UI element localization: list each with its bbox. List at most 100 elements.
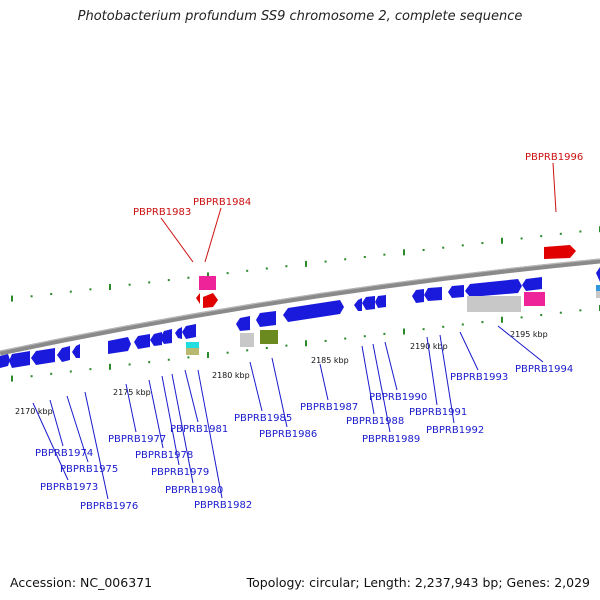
gene-arrow[interactable] <box>375 295 386 308</box>
gene-label[interactable]: PBPRB1974 <box>35 448 93 459</box>
callout-line <box>319 363 329 401</box>
callout-line <box>249 361 263 412</box>
tick-mark <box>89 368 92 371</box>
gene-arrow[interactable] <box>236 316 250 331</box>
callout-line <box>426 336 438 406</box>
gene-grey[interactable] <box>240 333 254 347</box>
gene-arrow[interactable] <box>354 298 362 311</box>
tick-mark <box>383 332 386 335</box>
gene-arrow[interactable] <box>0 354 10 368</box>
tick-label: 2185 kbp <box>311 356 349 365</box>
gene-arrow[interactable] <box>108 337 131 354</box>
tick-mark <box>69 290 72 293</box>
lower-tick-track <box>11 305 600 382</box>
gene-arrow-red[interactable] <box>203 293 218 308</box>
tick-mark <box>422 249 425 252</box>
tick-mark <box>246 349 249 352</box>
gene-pink[interactable] <box>524 292 545 306</box>
gene-arrow[interactable] <box>596 267 600 282</box>
gene-label[interactable]: PBPRB1976 <box>80 501 138 512</box>
gene-features <box>0 245 600 368</box>
gene-label[interactable]: PBPRB1977 <box>108 434 166 445</box>
gene-arrow[interactable] <box>412 289 424 303</box>
gene-label[interactable]: PBPRB1980 <box>165 485 223 496</box>
gene-label[interactable]: PBPRB1981 <box>170 424 228 435</box>
tick-mark <box>559 232 562 235</box>
tick-mark <box>520 316 523 319</box>
gene-arrow-red[interactable] <box>196 293 200 304</box>
tick-mark <box>305 260 307 267</box>
gene-label[interactable]: PBPRB1987 <box>300 402 358 413</box>
gene-cyan[interactable] <box>186 342 199 348</box>
tick-mark <box>148 281 151 284</box>
gene-label[interactable]: PBPRB1978 <box>135 450 193 461</box>
callout-line <box>66 395 89 463</box>
gene-arrow[interactable] <box>57 346 70 362</box>
tick-mark <box>501 316 503 323</box>
tick-mark <box>30 375 33 378</box>
gene-grey[interactable] <box>596 291 600 298</box>
gene-grey[interactable] <box>467 296 521 312</box>
gene-label[interactable]: PBPRB1986 <box>259 429 317 440</box>
tick-mark <box>383 253 386 256</box>
callout-line <box>372 343 391 433</box>
gene-label-highlight[interactable]: PBPRB1983 <box>133 207 191 218</box>
gene-arrow[interactable] <box>256 311 276 327</box>
gene-label[interactable]: PBPRB1982 <box>194 500 252 511</box>
tick-mark <box>559 311 562 314</box>
tick-mark <box>109 363 111 370</box>
gene-arrow[interactable] <box>72 344 80 358</box>
gene-arrow[interactable] <box>465 279 522 297</box>
gene-arrow[interactable] <box>424 287 442 301</box>
gene-label[interactable]: PBPRB1973 <box>40 482 98 493</box>
gene-arrow[interactable] <box>522 277 542 291</box>
gene-arrow[interactable] <box>160 329 172 344</box>
gene-arrow[interactable] <box>175 327 182 339</box>
gene-label[interactable]: PBPRB1990 <box>369 392 427 403</box>
gene-label[interactable]: PBPRB1994 <box>515 364 573 375</box>
tick-mark <box>285 344 288 347</box>
tick-mark <box>226 272 229 275</box>
tick-mark <box>520 237 523 240</box>
gene-arrow[interactable] <box>448 285 464 298</box>
gene-arrow[interactable] <box>31 348 55 365</box>
gene-arrow[interactable] <box>134 334 150 349</box>
gene-label[interactable]: PBPRB1979 <box>151 467 209 478</box>
gene-label[interactable]: PBPRB1992 <box>426 425 484 436</box>
callout-line <box>197 369 223 499</box>
gene-arrow[interactable] <box>362 296 375 310</box>
callout-line <box>384 341 398 391</box>
tick-mark <box>11 375 13 382</box>
tick-mark <box>363 255 366 258</box>
tick-mark <box>11 295 13 302</box>
callout-line <box>84 391 109 500</box>
gene-label[interactable]: PBPRB1975 <box>60 464 118 475</box>
callout-line <box>552 162 557 213</box>
tick-label: 2195 kbp <box>510 330 548 339</box>
tick-mark <box>128 283 131 286</box>
gene-tan[interactable] <box>186 348 199 355</box>
tick-mark <box>403 249 405 256</box>
gene-label[interactable]: PBPRB1991 <box>409 407 467 418</box>
gene-label[interactable]: PBPRB1989 <box>362 434 420 445</box>
tick-mark <box>501 237 503 244</box>
gene-pink[interactable] <box>199 276 216 290</box>
gene-label-highlight[interactable]: PBPRB1984 <box>193 197 251 208</box>
gene-arrow[interactable] <box>9 351 30 368</box>
tick-mark <box>207 352 209 359</box>
tick-mark <box>305 340 307 347</box>
callout-line <box>160 217 194 263</box>
gene-label[interactable]: PBPRB1988 <box>346 416 404 427</box>
callout-line <box>148 379 164 449</box>
gene-label-highlight[interactable]: PBPRB1996 <box>525 152 583 163</box>
gene-cyan[interactable] <box>596 285 600 291</box>
gene-arrow[interactable] <box>182 324 196 339</box>
tick-mark <box>344 337 347 340</box>
gene-arrow-red[interactable] <box>544 245 576 259</box>
gene-label[interactable]: PBPRB1993 <box>450 372 508 383</box>
gene-label[interactable]: PBPRB1985 <box>234 413 292 424</box>
gene-olive[interactable] <box>260 330 278 344</box>
gene-arrow[interactable] <box>283 300 344 322</box>
gene-arrow[interactable] <box>150 332 162 346</box>
